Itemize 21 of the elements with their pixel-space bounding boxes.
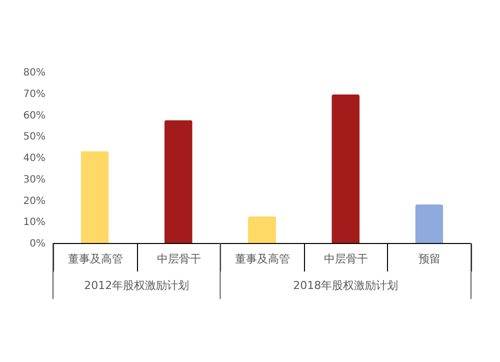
text: 2012年股权激励计划 [84, 279, 190, 292]
x-tick-label: 中层骨干 [156, 252, 201, 266]
bar [164, 120, 192, 243]
x-tick-label: 预留 [418, 252, 441, 266]
y-tick-label: 70% [23, 88, 46, 100]
x-tick-label: 中层骨干 [324, 252, 368, 266]
bar [80, 151, 109, 243]
bar [248, 216, 276, 243]
y-tick-label: 30% [23, 174, 46, 186]
bar [415, 204, 444, 243]
x-tick-label: 董事及高管 [68, 252, 123, 266]
y-tick-label: 20% [23, 196, 46, 207]
x-tick-label: 董事及高管 [235, 252, 290, 266]
bar [332, 94, 360, 243]
y-tick-label: 80% [23, 68, 46, 78]
text: 2018年股权激励计划 [293, 279, 398, 292]
y-tick-label: 60% [23, 110, 46, 122]
y-tick-label: 50% [23, 132, 46, 143]
y-tick-label: 40% [23, 153, 46, 164]
y-tick-label: 0% [30, 238, 46, 250]
y-tick-label: 10% [23, 217, 46, 228]
